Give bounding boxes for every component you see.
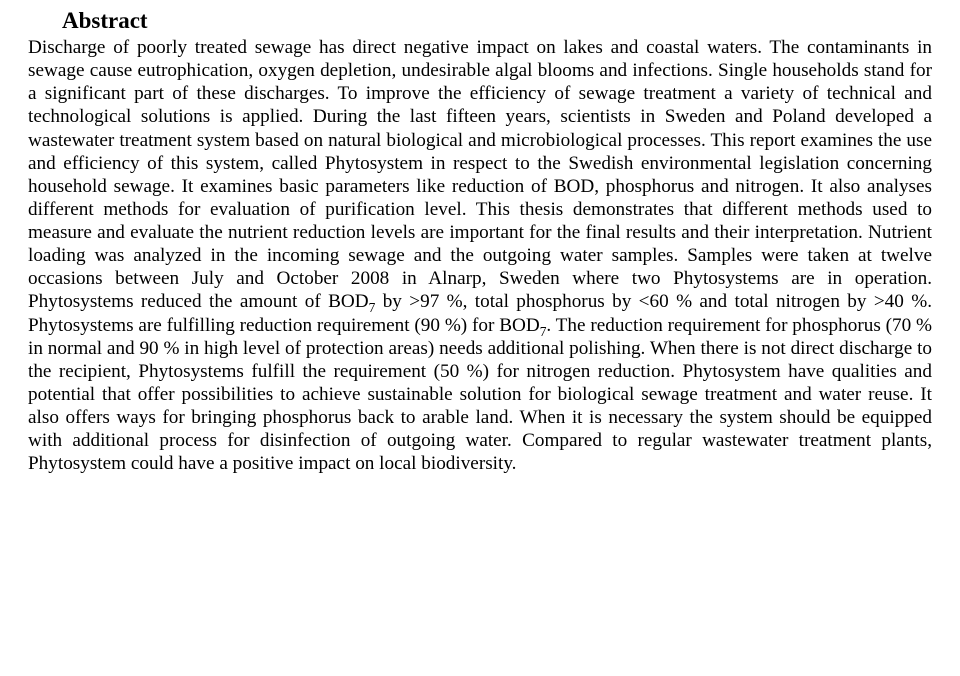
abstract-text-part-1: Discharge of poorly treated sewage has d… xyxy=(28,37,932,312)
abstract-text-part-3: . The reduction requirement for phosphor… xyxy=(28,315,932,475)
abstract-body: Discharge of poorly treated sewage has d… xyxy=(28,36,932,475)
document-page: Abstract Discharge of poorly treated sew… xyxy=(0,0,960,487)
abstract-heading: Abstract xyxy=(28,8,932,34)
